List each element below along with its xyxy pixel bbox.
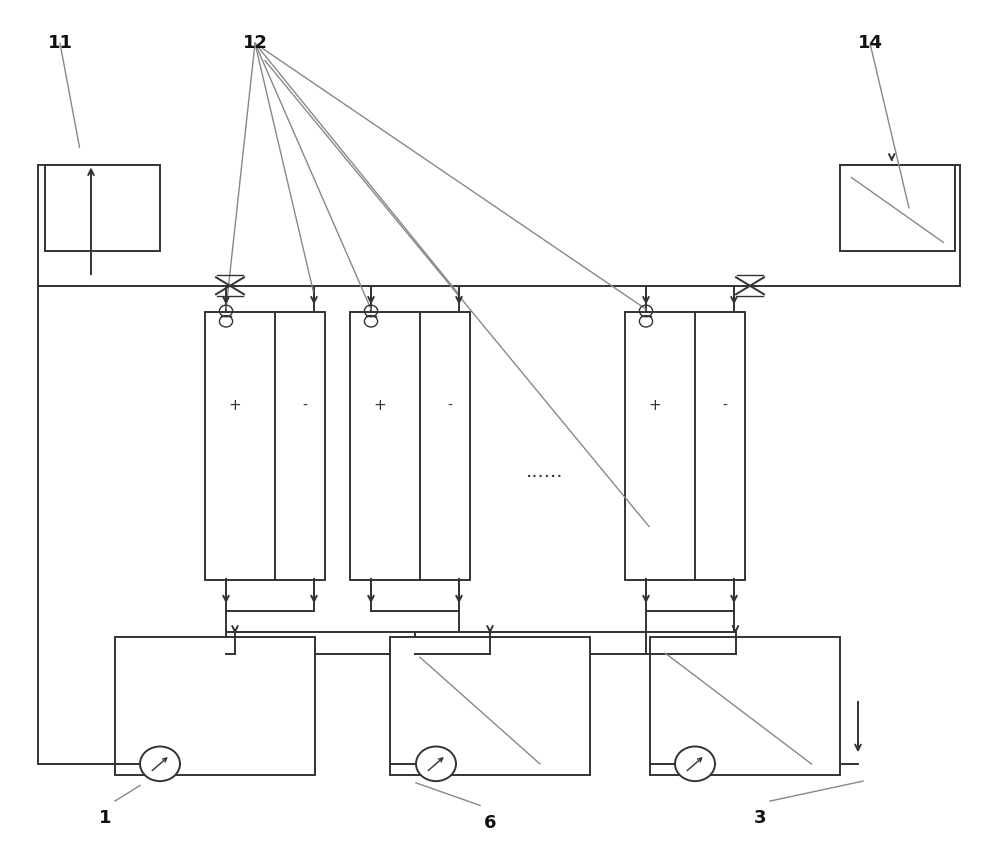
Text: -: -	[723, 398, 727, 413]
Bar	[390, 637, 590, 775]
Text: -: -	[303, 398, 307, 413]
Text: 11: 11	[48, 35, 72, 52]
Circle shape	[140, 746, 180, 781]
Circle shape	[416, 746, 456, 781]
Bar	[625, 312, 745, 580]
Text: -: -	[448, 398, 452, 413]
Text: 3: 3	[754, 810, 766, 827]
Text: 6: 6	[484, 814, 496, 831]
Text: +: +	[374, 398, 386, 413]
Text: 1: 1	[99, 810, 111, 827]
Circle shape	[675, 746, 715, 781]
Text: ......: ......	[526, 462, 564, 481]
Bar	[45, 165, 160, 251]
Text: 12: 12	[242, 35, 268, 52]
Text: +: +	[229, 398, 241, 413]
Bar	[115, 637, 315, 775]
Bar	[205, 312, 325, 580]
Bar	[350, 312, 470, 580]
Bar	[840, 165, 955, 251]
Text: +: +	[649, 398, 661, 413]
Text: 14: 14	[858, 35, 883, 52]
Bar	[650, 637, 840, 775]
